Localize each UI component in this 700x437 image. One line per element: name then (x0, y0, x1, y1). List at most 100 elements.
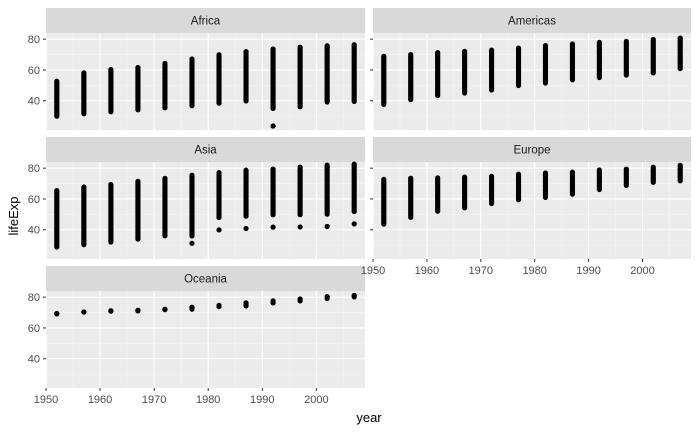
data-point (162, 175, 168, 181)
data-point (542, 43, 549, 49)
x-tick-label: 1970 (142, 394, 166, 406)
x-tick-label: 2000 (304, 394, 328, 406)
data-point (324, 43, 330, 49)
data-point (297, 164, 303, 170)
data-point (216, 302, 222, 308)
data-point (596, 39, 602, 45)
facet-strip-label: Oceania (184, 274, 227, 286)
data-point (108, 308, 114, 314)
data-point (270, 123, 276, 129)
data-point (243, 225, 249, 232)
data-point (270, 298, 276, 304)
panel-background (373, 33, 691, 130)
y-tick-label: 80 (28, 34, 40, 46)
y-tick-label: 40 (28, 354, 40, 366)
x-tick-label: 1990 (250, 394, 274, 406)
points-americas (381, 35, 683, 108)
data-point (650, 164, 656, 170)
data-point (270, 166, 276, 172)
facet-strip-asia (46, 137, 365, 162)
data-point (488, 47, 495, 53)
data-point (189, 304, 195, 310)
data-point (243, 300, 249, 306)
facet-strip-label: Americas (508, 16, 556, 28)
data-point (135, 64, 141, 71)
data-point (54, 188, 60, 194)
y-tick-label: 40 (28, 225, 40, 237)
data-point (54, 310, 60, 317)
x-tick-label: 1950 (361, 265, 385, 277)
data-point (297, 224, 303, 230)
x-tick-label: 1980 (522, 265, 546, 277)
facet-strip-africa (46, 8, 365, 33)
y-axis-title: lifeExp (6, 196, 21, 235)
facet-strip-oceania (46, 266, 365, 291)
data-point (135, 307, 141, 313)
data-point (324, 223, 330, 230)
data-point (435, 49, 441, 56)
facet-strip-label: Africa (191, 16, 221, 28)
facet-strip-americas (373, 8, 691, 33)
facet-africa: Africa (45, 8, 365, 130)
facet-strip-label: Europe (513, 145, 550, 157)
data-point (189, 240, 195, 246)
data-point (569, 41, 576, 47)
facet-europe: Europe (372, 137, 691, 259)
data-point (650, 36, 656, 43)
data-point (351, 221, 357, 227)
data-point (462, 174, 468, 180)
y-tick-label: 80 (28, 163, 40, 175)
x-axis-title: year (356, 410, 382, 425)
panel-background (46, 291, 365, 388)
data-point (81, 309, 87, 315)
data-point (135, 178, 141, 184)
facet-panels: Africa Americas Asia Europe Oceania (45, 8, 691, 388)
data-point (351, 42, 357, 48)
y-tick-label: 60 (28, 65, 40, 77)
panel-background (46, 162, 365, 259)
x-tick-label: 2000 (630, 265, 654, 277)
data-point (488, 173, 495, 179)
y-tick-label: 60 (28, 194, 40, 206)
data-point (243, 49, 249, 55)
data-point (435, 175, 441, 181)
data-point (569, 169, 576, 175)
points-asia (54, 161, 357, 250)
data-point (189, 56, 195, 62)
x-tick-label: 1980 (196, 394, 220, 406)
points-oceania (54, 292, 357, 317)
x-tick-label: 1960 (415, 265, 439, 277)
data-point (623, 38, 629, 44)
data-point (381, 176, 387, 182)
axes: 40 60 80 40 60 80 40 60 80 1950 1960 1970 1980 1990 20… (28, 34, 655, 406)
data-point (297, 296, 303, 302)
data-point (216, 52, 222, 58)
points-europe (381, 162, 683, 227)
x-tick-label: 1990 (576, 265, 600, 277)
facet-asia: Asia (45, 137, 365, 259)
data-point (677, 162, 683, 168)
data-point (162, 60, 168, 66)
x-tick-label: 1960 (88, 394, 112, 406)
y-tick-label: 40 (28, 96, 40, 108)
facet-strip-europe (373, 137, 691, 162)
data-point (108, 67, 114, 73)
data-point (381, 53, 387, 60)
data-point (270, 224, 276, 230)
data-point (677, 35, 683, 41)
data-point (462, 48, 468, 54)
data-point (623, 166, 629, 172)
data-point (324, 162, 330, 168)
y-tick-label: 60 (28, 323, 40, 335)
points-africa (54, 42, 357, 129)
data-point (515, 171, 522, 177)
data-point (408, 175, 414, 181)
data-point (542, 170, 549, 176)
data-point (216, 227, 222, 233)
data-point (351, 161, 357, 167)
facet-strip-label: Asia (194, 145, 217, 157)
data-point (189, 172, 195, 178)
facet-americas: Americas (372, 8, 691, 130)
x-tick-label: 1950 (34, 394, 58, 406)
